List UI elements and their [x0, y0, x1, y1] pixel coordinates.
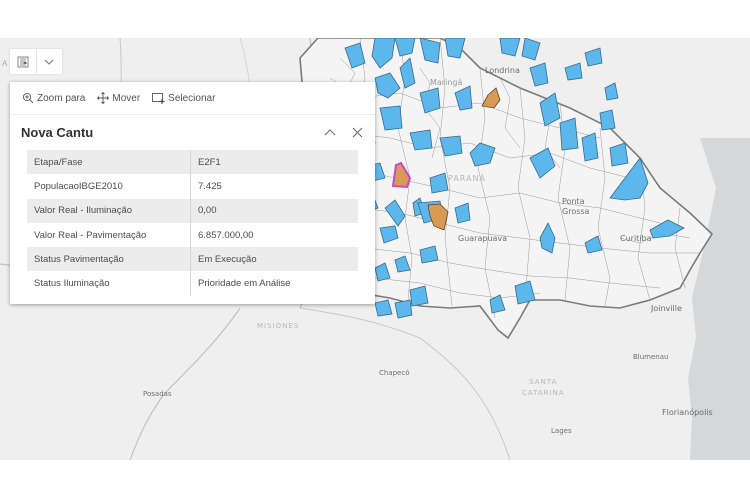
- select-icon: [152, 93, 165, 104]
- chevron-up-icon: [324, 129, 336, 136]
- feature-popup: Zoom para Mover Selecionar Nova Cantu: [10, 82, 375, 304]
- layer-list-widget: [10, 49, 62, 74]
- table-row: Etapa/Fase E2F1: [27, 150, 358, 175]
- layer-list-icon: [17, 56, 29, 67]
- zoom-to-label: Zoom para: [37, 92, 86, 104]
- move-button[interactable]: Mover: [97, 92, 140, 104]
- select-button[interactable]: Selecionar: [152, 92, 215, 104]
- ponta-grossa-line-2: Grossa: [562, 207, 590, 216]
- map-label-londrina: Londrina: [485, 66, 520, 75]
- map-canvas[interactable]: [0, 38, 750, 460]
- popup-title: Nova Cantu: [21, 124, 94, 140]
- map-label-santa-catarina: SANTA CATARINA: [522, 377, 565, 399]
- attribute-value: E2F1: [190, 150, 358, 175]
- map-label-misiones: MISIONES: [257, 322, 300, 330]
- map-label-curitiba: Curitiba: [620, 234, 652, 243]
- attribute-key: Etapa/Fase: [27, 150, 191, 175]
- map-label-ponta-grossa: Ponta Grossa: [562, 197, 589, 217]
- popup-action-bar: Zoom para Mover Selecionar: [10, 82, 375, 115]
- ponta-grossa-line-1: Ponta: [562, 197, 585, 206]
- map-label-maringa: Maringá: [430, 78, 463, 87]
- move-icon: [97, 92, 110, 104]
- map-label-posadas: Posadas: [143, 390, 172, 398]
- attribute-table: Etapa/Fase E2F1 PopulacaoIBGE2010 7.425 …: [27, 150, 358, 296]
- attribute-value: 7.425: [198, 180, 222, 192]
- table-row: Status Pavimentação Em Execução: [27, 247, 358, 272]
- table-row: Valor Real - Iluminação 0,00: [27, 198, 358, 223]
- map-label-joinville: Joinville: [651, 304, 682, 313]
- attribute-key: PopulacaoIBGE2010: [27, 174, 191, 199]
- select-label: Selecionar: [168, 92, 216, 104]
- attribute-key: Status Pavimentação: [27, 247, 191, 272]
- map-view[interactable]: Londrina Maringá PARANÁ Ponta Grossa Gua…: [0, 38, 750, 460]
- table-row: Valor Real - Pavimentação 6.857.000,00: [27, 222, 358, 248]
- collapse-button[interactable]: [323, 125, 337, 139]
- attribute-value: 6.857.000,00: [198, 229, 254, 241]
- map-label-chapeco: Chapecó: [379, 369, 410, 377]
- attribute-value: Prioridade em Análise: [198, 278, 291, 290]
- attribute-key: Valor Real - Iluminação: [27, 198, 191, 223]
- table-row: Status Iluminação Prioridade em Análise: [27, 271, 358, 296]
- attribute-key: Status Iluminação: [27, 271, 191, 296]
- attribute-value: 0,00: [190, 198, 358, 223]
- map-label-lages: Lages: [551, 427, 572, 435]
- layer-list-dropdown-button[interactable]: [35, 49, 63, 74]
- zoom-to-button[interactable]: Zoom para: [22, 92, 85, 104]
- map-label-parana: PARANÁ: [448, 174, 486, 183]
- move-label: Mover: [112, 92, 141, 104]
- santa-catarina-line-1: SANTA: [529, 378, 558, 386]
- map-label-guarapuava: Guarapuava: [458, 234, 508, 243]
- table-row: PopulacaoIBGE2010 7.425: [27, 174, 358, 199]
- santa-catarina-line-2: CATARINA: [522, 389, 565, 397]
- layer-list-button[interactable]: [10, 49, 36, 74]
- map-label-blumenau: Blumenau: [633, 353, 669, 361]
- close-button[interactable]: [350, 125, 364, 139]
- zoom-in-icon: [22, 92, 34, 104]
- close-icon: [352, 127, 362, 137]
- popup-header: Nova Cantu: [10, 115, 375, 149]
- attribute-key: Valor Real - Pavimentação: [27, 222, 191, 248]
- attribute-value: Em Execução: [190, 247, 358, 272]
- chevron-down-icon: [44, 59, 54, 65]
- map-label-edge: A: [2, 59, 8, 68]
- map-label-florianopolis: Florianópolis: [662, 408, 713, 417]
